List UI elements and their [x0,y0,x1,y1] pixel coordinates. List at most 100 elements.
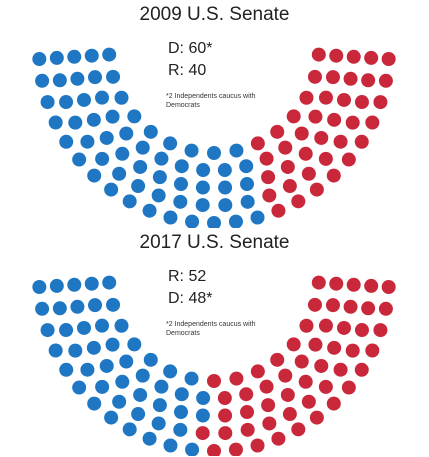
seat [35,73,50,88]
seat [286,337,301,352]
seat [346,49,361,64]
seat [68,115,83,130]
seat [240,422,255,437]
seat [343,299,358,314]
seat [308,337,323,352]
seat [240,405,255,420]
seat [102,47,117,62]
seat [325,298,340,313]
seat [112,166,127,181]
seat [173,177,188,192]
seat [154,379,169,394]
seat [84,276,99,291]
seat [318,318,333,333]
seat [250,364,265,379]
seat [333,134,348,149]
seat [291,194,306,209]
seat [261,170,276,185]
seat [135,368,150,383]
seat [88,298,103,313]
seat [240,194,255,209]
seat [48,343,63,358]
seat [318,90,333,105]
seat [95,90,110,105]
seat [32,51,47,66]
seat [278,140,293,155]
seat [95,151,110,166]
seat [381,279,396,294]
seat [40,323,55,338]
seat [67,277,82,292]
seat [218,198,233,213]
seat [381,51,396,66]
seat [77,92,92,107]
seat [114,318,129,333]
seat [336,320,351,335]
seat [32,279,47,294]
seat [195,408,210,423]
seat [84,48,99,63]
seat [163,364,178,379]
seat [329,276,344,291]
seat [87,396,102,411]
seat [72,152,87,167]
seat [115,146,130,161]
seat [195,198,210,213]
seat [294,354,309,369]
seat [72,380,87,395]
seat [95,318,110,333]
seat [152,170,167,185]
seat [365,115,380,130]
seat [280,159,295,174]
seat-count-label: R: 40 [168,62,207,79]
seat [70,299,85,314]
seat [122,194,137,209]
seat [298,146,313,161]
seat [163,210,178,225]
seat [354,362,369,377]
seat [259,151,274,166]
seat [309,410,324,425]
seat [286,109,301,124]
seat [163,438,178,453]
chart-panel: 2009 U.S. Senate D: 60* R: 40 *2 Independen… [0,0,429,228]
seat [318,151,333,166]
seat [99,358,114,373]
seat [218,180,233,195]
seat [229,143,244,158]
footnote: *2 Independents caucus with Democrats [166,93,256,109]
seat [196,163,211,178]
seat [104,410,119,425]
seat [282,407,297,422]
seat [318,379,333,394]
seat [364,278,379,293]
seat [106,297,121,312]
seat [354,95,369,110]
seats [32,275,396,456]
seat [70,71,85,86]
seat [106,69,121,84]
seat [80,134,95,149]
seat [131,407,146,422]
footnote: *2 Independents caucus with Democrats [166,321,256,337]
seat [301,166,316,181]
seat [354,323,369,338]
chart-title: 2017 U.S. Senate [139,232,290,253]
seat [307,69,322,84]
seat [143,124,158,139]
seat [217,163,232,178]
seat [299,318,314,333]
seat [152,398,167,413]
seat [259,379,274,394]
seat [174,159,189,174]
seat [271,431,286,446]
chart-panel: 2017 U.S. Senate R: 52 D: 48* *2 Independen… [0,228,429,456]
seat [271,203,286,218]
chart-title: 2009 U.S. Senate [139,4,290,25]
seat [59,134,74,149]
seat [119,354,134,369]
seat [250,210,265,225]
seat [59,95,74,110]
seat [218,426,233,441]
seat [373,95,388,110]
